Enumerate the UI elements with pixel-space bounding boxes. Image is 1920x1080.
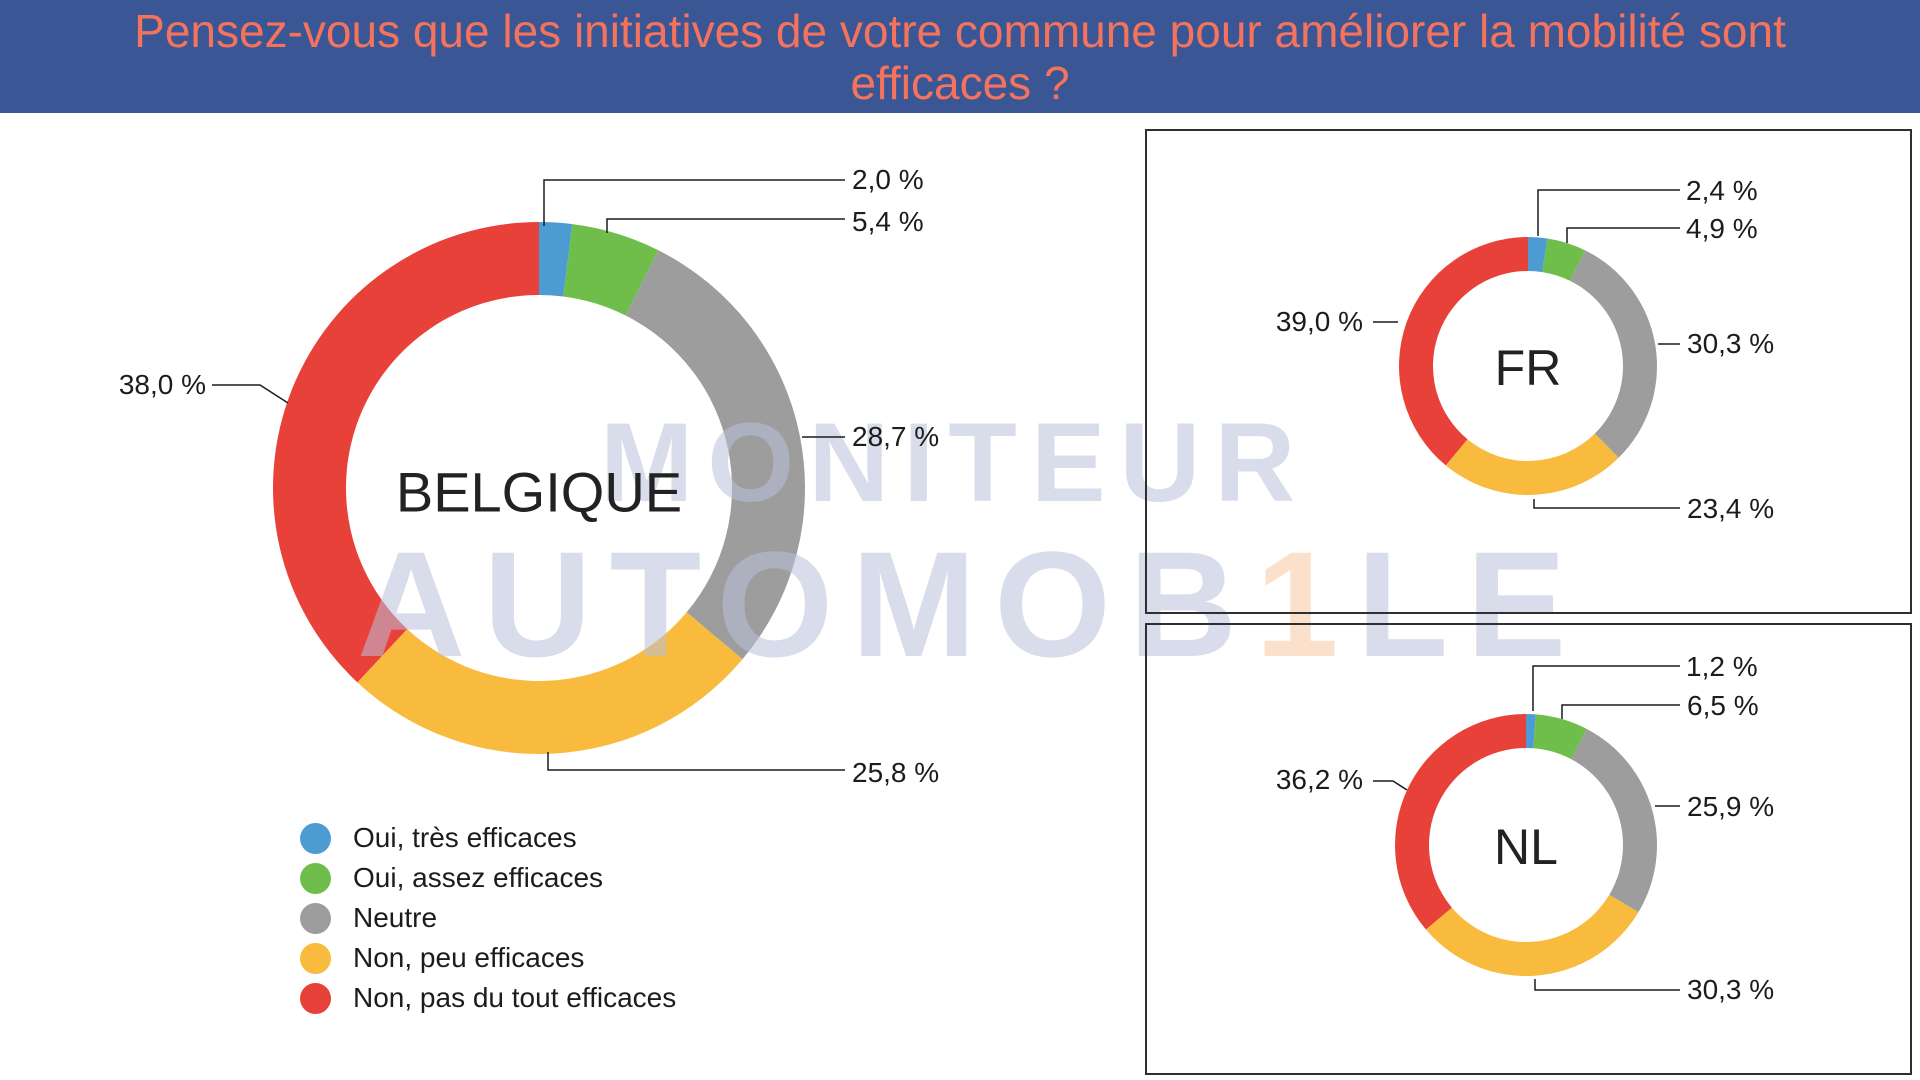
value-label-be-yellow: 25,8 % bbox=[852, 757, 940, 788]
leader-line-be-yellow bbox=[547, 752, 845, 771]
donut-slice-belgique-0 bbox=[539, 222, 573, 297]
value-label-fr-gray: 30,3 % bbox=[1687, 328, 1775, 359]
value-label-be-green: 5,4 % bbox=[852, 206, 924, 237]
page-title-line1: Pensez-vous que les initiatives de votre… bbox=[134, 4, 1786, 57]
donut-slice-belgique-3 bbox=[357, 612, 743, 755]
donut-slice-fr-4 bbox=[1398, 237, 1528, 466]
value-label-nl-gray: 25,9 % bbox=[1687, 791, 1775, 822]
leader-line-nl-red bbox=[1373, 780, 1408, 791]
leader-line-fr-green bbox=[1566, 227, 1680, 243]
legend-item-label: Non, pas du tout efficaces bbox=[353, 982, 677, 1013]
legend-item-non-pas-du-tout-efficaces: Non, pas du tout efficaces bbox=[300, 978, 676, 1018]
title-bar: Pensez-vous que les initiatives de votre… bbox=[0, 0, 1920, 113]
donut-slice-fr-0 bbox=[1528, 237, 1548, 273]
legend-dot-blue bbox=[300, 822, 331, 854]
legend-item-oui-assez-efficaces: Oui, assez efficaces bbox=[300, 858, 676, 898]
value-label-fr-green: 4,9 % bbox=[1686, 213, 1758, 244]
value-label-fr-red: 39,0 % bbox=[1275, 306, 1363, 337]
donut-slice-nl-1 bbox=[1533, 714, 1587, 760]
leader-line-nl-yellow bbox=[1534, 979, 1680, 991]
leader-line-fr-yellow bbox=[1533, 499, 1680, 509]
leader-line-be-green bbox=[606, 218, 845, 233]
donut-slice-nl-0 bbox=[1526, 714, 1536, 749]
donut-slice-nl-2 bbox=[1571, 729, 1657, 913]
leader-line-be-red bbox=[212, 384, 289, 404]
leader-line-fr-blue bbox=[1537, 189, 1680, 236]
legend-item-label: Oui, très efficaces bbox=[353, 822, 577, 853]
legend-item-label: Oui, assez efficaces bbox=[353, 862, 604, 893]
donut-slice-belgique-4 bbox=[272, 222, 539, 683]
donut-slice-nl-3 bbox=[1425, 894, 1639, 976]
legend-item-label: Neutre bbox=[353, 902, 438, 933]
legend-dot-green bbox=[300, 862, 331, 894]
legend-dot-yellow bbox=[300, 942, 331, 974]
value-label-be-gray: 28,7 % bbox=[852, 421, 940, 452]
value-label-nl-red: 36,2 % bbox=[1275, 764, 1363, 795]
donut-slice-belgique-1 bbox=[563, 224, 659, 316]
leader-line-be-blue bbox=[543, 179, 845, 226]
value-label-nl-yellow: 30,3 % bbox=[1687, 974, 1775, 1005]
donut-slice-belgique-2 bbox=[625, 250, 806, 660]
leader-line-nl-green bbox=[1561, 704, 1680, 719]
legend-dot-gray bbox=[300, 902, 331, 934]
nl-panel bbox=[1145, 623, 1912, 1075]
donut-center-label-nl: NL bbox=[1494, 819, 1558, 875]
donut-slice-fr-2 bbox=[1570, 250, 1658, 458]
value-label-be-red: 38,0 % bbox=[118, 369, 206, 400]
leader-line-nl-blue bbox=[1532, 665, 1680, 711]
legend-item-oui-tres-efficaces: Oui, très efficaces bbox=[300, 818, 676, 858]
legend-item-neutre: Neutre bbox=[300, 898, 676, 938]
legend-item-label: Non, peu efficaces bbox=[353, 942, 585, 973]
donut-center-label-belgique: BELGIQUE bbox=[395, 460, 683, 524]
value-label-nl-green: 6,5 % bbox=[1687, 690, 1759, 721]
page-title-line2: efficaces ? bbox=[850, 56, 1070, 109]
legend-dot-red bbox=[300, 982, 331, 1014]
value-label-nl-blue: 1,2 % bbox=[1686, 651, 1758, 682]
donut-slice-fr-3 bbox=[1445, 433, 1619, 496]
value-label-fr-yellow: 23,4 % bbox=[1687, 493, 1775, 524]
value-label-be-blue: 2,0 % bbox=[852, 164, 924, 195]
fr-panel bbox=[1145, 129, 1912, 614]
value-label-fr-blue: 2,4 % bbox=[1686, 175, 1758, 206]
donut-slice-nl-4 bbox=[1395, 714, 1526, 930]
donut-slice-fr-1 bbox=[1542, 238, 1586, 281]
donut-center-label-fr: FR bbox=[1494, 340, 1562, 396]
legend-item-non-peu-efficaces: Non, peu efficaces bbox=[300, 938, 676, 978]
legend: Oui, très efficaces Oui, assez efficaces… bbox=[300, 818, 676, 1018]
